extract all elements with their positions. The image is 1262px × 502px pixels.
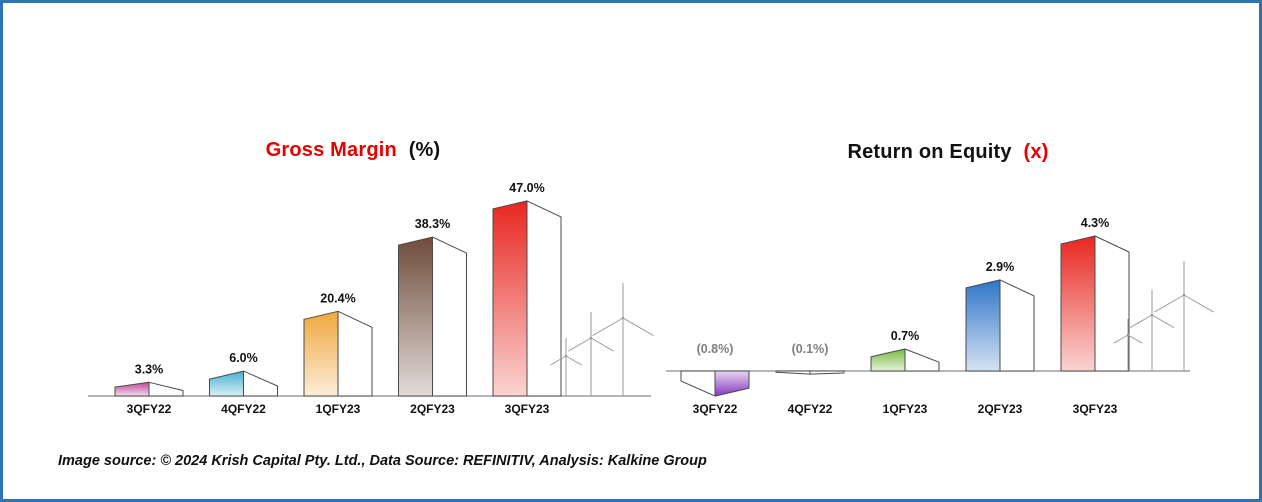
return-on-equity-title-unit: (x) — [1023, 141, 1049, 163]
bar-4QFY22 — [775, 370, 845, 375]
category-label: 3QFY23 — [1073, 402, 1118, 416]
value-label: (0.1%) — [792, 342, 829, 356]
bar-3QFY23 — [1060, 235, 1130, 372]
value-label: 38.3% — [415, 217, 450, 231]
value-label: 3.3% — [135, 362, 164, 376]
image-source-caption: Image source: © 2024 Krish Capital Pty. … — [58, 453, 707, 469]
gross-margin-title-unit: (%) — [408, 139, 441, 161]
category-label: 1QFY23 — [883, 402, 928, 416]
category-label: 1QFY23 — [316, 402, 361, 416]
return-on-equity-title-main: Return on Equity — [847, 141, 1012, 163]
bar-2QFY23 — [965, 279, 1035, 372]
value-label: 0.7% — [891, 329, 920, 343]
category-label: 2QFY23 — [410, 402, 455, 416]
category-label: 2QFY23 — [978, 402, 1023, 416]
gross-margin-chart-canvas: 3.3% 3QFY22 6.0% 4QFY22 20.4% 1QFY23 38.3% 2QFY… — [88, 181, 654, 416]
wind-turbine-icon — [1154, 260, 1214, 371]
wind-turbine-icon — [1129, 289, 1175, 371]
bar-3QFY23 — [492, 200, 562, 397]
wind-turbine-icon — [568, 311, 614, 396]
wind-turbine-icon — [550, 338, 582, 396]
value-label: 2.9% — [986, 260, 1015, 274]
return-on-equity-chart-canvas: (0.8%) 3QFY22 (0.1%) 4QFY22 0.7% 1QFY23 2.9% 2Q… — [666, 216, 1214, 416]
value-label: 4.3% — [1081, 216, 1110, 230]
bar-1QFY23 — [870, 348, 940, 372]
bar-2QFY23 — [398, 236, 467, 397]
bar-4QFY22 — [209, 370, 278, 397]
category-label: 3QFY23 — [505, 402, 550, 416]
bar-3QFY22 — [114, 381, 184, 397]
value-label: 47.0% — [509, 181, 544, 195]
gross-margin-title-main: Gross Margin — [265, 139, 397, 161]
wind-turbine-icon — [592, 282, 654, 396]
wind-turbine-icon — [1113, 318, 1143, 371]
category-label: 4QFY22 — [788, 402, 833, 416]
value-label: 20.4% — [320, 291, 355, 305]
category-label: 4QFY22 — [221, 402, 266, 416]
gross-margin-title: Gross Margin (%) — [43, 139, 663, 162]
value-label: (0.8%) — [697, 342, 734, 356]
category-label: 3QFY22 — [127, 402, 172, 416]
category-label: 3QFY22 — [693, 402, 738, 416]
value-label: 6.0% — [229, 351, 258, 365]
return-on-equity-title: Return on Equity (x) — [658, 141, 1238, 164]
bar-3QFY22 — [680, 370, 750, 397]
bar-1QFY23 — [303, 310, 373, 397]
